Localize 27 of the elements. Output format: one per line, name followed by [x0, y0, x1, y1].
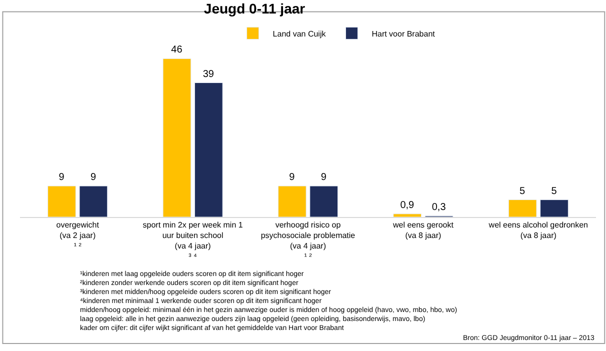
data-label: 0,3: [432, 202, 446, 213]
data-label: 9: [320, 172, 327, 184]
x-tick-label: sport min 2x per week min 1 uur buiten school (va 4 jaar) ³ ⁴: [142, 220, 244, 261]
bar: [194, 82, 223, 217]
data-label: 9: [58, 172, 65, 184]
x-tick-label: wel eens gerookt (va 8 jaar): [392, 220, 454, 240]
data-label: 39: [202, 68, 214, 80]
legend-label: Land van Cuijk: [272, 29, 327, 38]
bar: [48, 186, 76, 217]
data-label: 9: [90, 172, 96, 184]
x-tick-label: verhoogd risico op psychosociale problematie (va 4 jaar) ¹ ²: [260, 220, 356, 261]
data-label: 5: [551, 186, 558, 197]
data-label: 0,9: [400, 200, 415, 211]
bar: [540, 200, 568, 217]
bar: [508, 200, 537, 217]
bar: [278, 186, 306, 217]
chart-title: Jeugd 0-11 jaar: [204, 0, 306, 16]
data-label: 9: [289, 172, 296, 184]
legend-label: Hart voor Brabant: [372, 29, 436, 38]
data-label: 5: [520, 186, 526, 197]
x-tick-label: wel eens alcohol gedronken (va 8 jaar): [488, 220, 588, 240]
bar: [310, 186, 338, 217]
bar: [79, 186, 108, 217]
data-label: 46: [171, 44, 183, 56]
x-tick-label: overgewicht (va 2 jaar) ¹ ²: [56, 220, 100, 250]
bar: [162, 58, 192, 217]
bar: [393, 214, 422, 217]
